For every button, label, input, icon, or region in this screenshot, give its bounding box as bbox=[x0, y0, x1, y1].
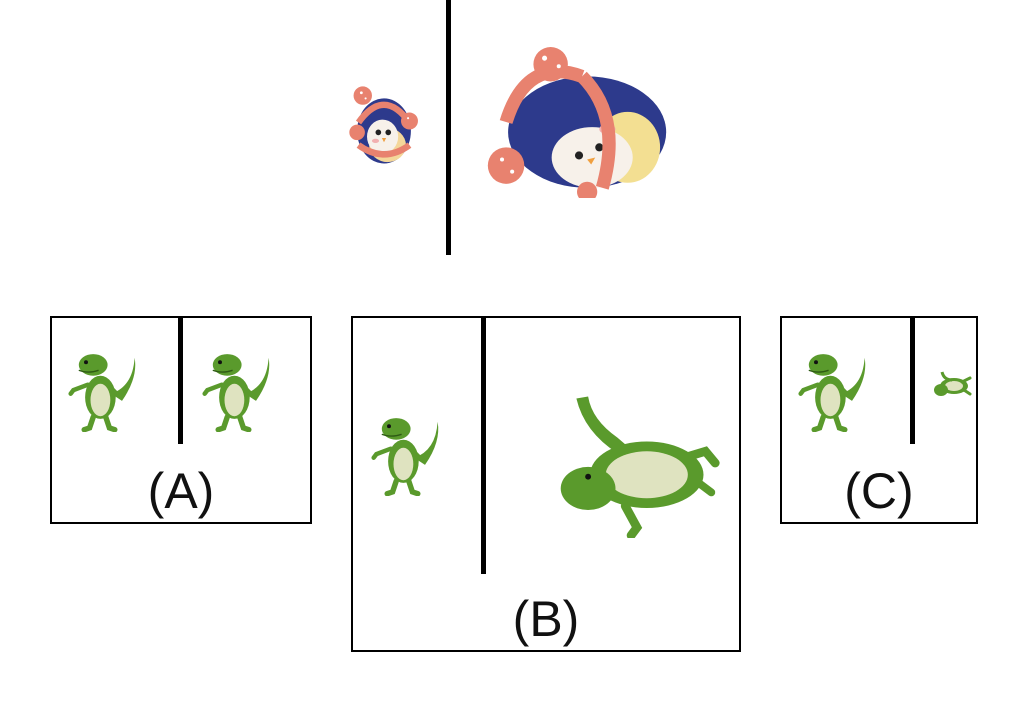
divider bbox=[446, 0, 451, 255]
divider bbox=[178, 318, 183, 444]
option-c-label: (C) bbox=[844, 463, 914, 519]
dinosaur-toy-icon bbox=[932, 370, 972, 398]
option-b-box[interactable]: (B) bbox=[351, 316, 741, 652]
dinosaur-toy-icon bbox=[68, 350, 140, 432]
dinosaur-toy-icon bbox=[202, 350, 274, 432]
dinosaur-toy-icon bbox=[798, 350, 870, 432]
divider bbox=[910, 318, 915, 444]
divider bbox=[481, 318, 486, 574]
option-c-box[interactable]: (C) bbox=[780, 316, 978, 524]
dinosaur-toy-icon bbox=[549, 390, 725, 538]
option-b-label: (B) bbox=[512, 591, 580, 647]
option-a-label: (A) bbox=[147, 463, 215, 519]
penguin-toy-icon bbox=[344, 80, 424, 172]
dinosaur-toy-icon bbox=[371, 414, 443, 496]
option-a-box[interactable]: (A) bbox=[50, 316, 312, 524]
penguin-toy-icon bbox=[484, 46, 670, 198]
